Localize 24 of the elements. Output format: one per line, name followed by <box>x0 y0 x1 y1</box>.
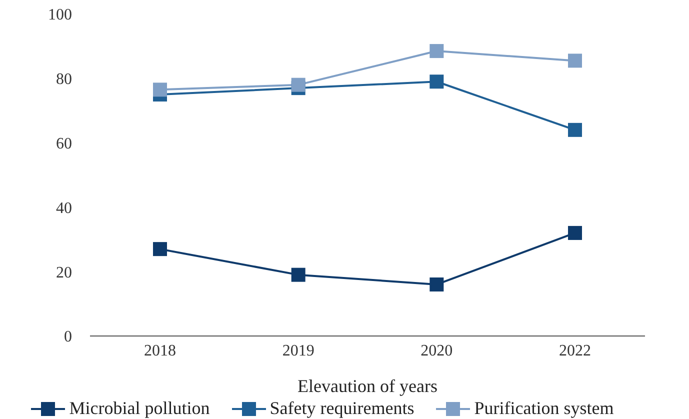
point <box>568 54 582 68</box>
point <box>153 82 167 97</box>
point <box>153 242 167 256</box>
y-tick-label: 100 <box>48 6 72 24</box>
legend-label: Safety requirements <box>270 398 414 419</box>
y-tick-label: 20 <box>56 264 72 282</box>
y-tick-label: 80 <box>56 71 72 88</box>
x-tick-label: 2022 <box>559 342 591 360</box>
point <box>291 78 306 92</box>
point <box>568 122 582 137</box>
x-tick-label: 2018 <box>144 342 176 360</box>
x-tick-label: 2019 <box>282 342 314 360</box>
y-tick-label: 40 <box>56 200 72 217</box>
point <box>430 74 444 89</box>
x-axis-title: Elevaution of years <box>298 376 438 396</box>
point <box>430 44 444 58</box>
legend-label: Purification system <box>474 398 614 419</box>
point <box>291 268 306 282</box>
legend-label: Microbial pollution <box>69 398 210 419</box>
y-tick-label: 0 <box>64 328 72 346</box>
point <box>568 226 582 240</box>
point <box>430 277 444 292</box>
x-tick-label: 2020 <box>420 342 453 360</box>
y-tick-label: 60 <box>56 135 72 152</box>
